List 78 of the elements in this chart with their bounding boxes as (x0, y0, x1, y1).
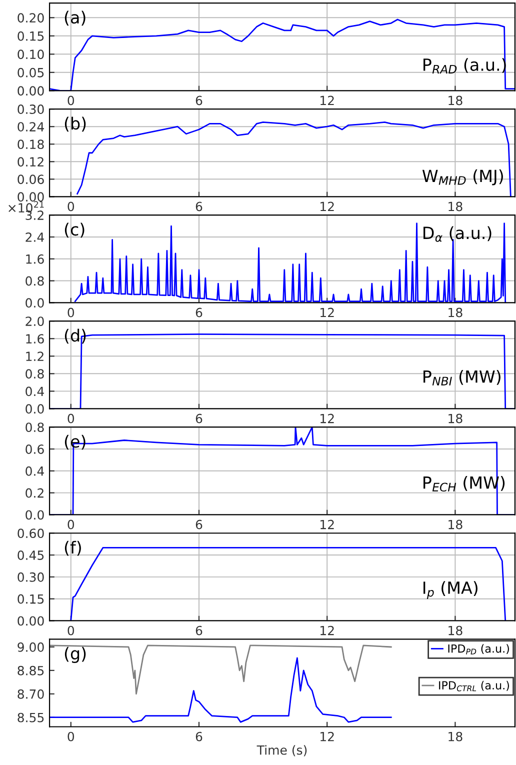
x-tick-label: 12 (320, 626, 334, 636)
y-tick-label: 0.8 (26, 422, 44, 432)
y-tick-label: 2.4 (26, 232, 44, 242)
x-tick-label: 12 (320, 202, 334, 212)
x-tick-label: 6 (196, 96, 202, 106)
y-tick-label: 2.0 (26, 316, 44, 326)
y-tick-label: 0.24 (18, 122, 44, 132)
annotation: (b) (64, 116, 86, 132)
legend-label: IPD$_{CTRL}$ (a.u.) (439, 680, 509, 692)
x-tick-label: 12 (320, 96, 334, 106)
y-tick-label: 0.00 (18, 616, 44, 626)
y-tick-label: 0.6 (26, 444, 44, 454)
x-tick-label: 6 (196, 202, 202, 212)
y-tick-label: 1.6 (26, 334, 44, 344)
x-tick-label: 6 (196, 414, 202, 424)
x-tick-label: 6 (196, 308, 202, 318)
x-tick-label: 12 (320, 520, 334, 530)
y-tick-label: 0.0 (26, 298, 44, 308)
y-tick-label: 0.0 (26, 404, 44, 414)
y-tick-label: 0.8 (26, 276, 44, 286)
y-tick-label: 0.05 (18, 68, 44, 78)
x-tick-label: 0 (68, 414, 74, 424)
x-tick-label: 18 (448, 96, 462, 106)
y-tick-label: 3.2 (26, 210, 44, 220)
y-tick-label: 0.12 (18, 157, 44, 167)
x-tick-label: 12 (320, 732, 334, 742)
x-tick-label: 18 (448, 414, 462, 424)
x-tick-label: 0 (68, 96, 74, 106)
y-tick-label: 8.85 (18, 666, 44, 676)
y-tick-label: 0.15 (18, 31, 44, 41)
y-tick-label: 9.00 (18, 642, 44, 652)
y-tick-label: 0.2 (26, 488, 44, 498)
y-tick-label: 0.10 (18, 50, 44, 60)
annotation: (g) (64, 646, 86, 663)
x-tick-label: 12 (320, 414, 334, 424)
y-tick-label: 0.00 (18, 192, 44, 202)
annotation: (c) (64, 222, 84, 238)
y-tick-label: 0.4 (26, 386, 44, 396)
y-tick-label: 0.4 (26, 466, 44, 476)
annotation: D$_{α}$ (a.u.) (424, 226, 492, 242)
y-tick-label: 8.70 (18, 689, 44, 699)
y-tick-label: 0.20 (18, 13, 44, 23)
legend-label: IPD$_{PD}$ (a.u.) (448, 644, 509, 654)
x-tick-label: 18 (448, 308, 462, 318)
annotation: P$_{NBI}$ (MW) (424, 370, 500, 386)
x-tick-label: 0 (68, 308, 74, 318)
x-tick-label: 18 (448, 520, 462, 530)
x-tick-label: 18 (448, 626, 462, 636)
annotation: I$_{p}$ (MA) (424, 581, 478, 599)
x-tick-label: 18 (448, 732, 462, 742)
y-tick-label: 8.55 (18, 712, 44, 722)
y-tick-label: 0.00 (18, 86, 44, 96)
x-tick-label: 0 (68, 520, 74, 530)
x-tick-label: 18 (448, 202, 462, 212)
y-tick-label: 0.18 (18, 140, 44, 150)
y-tick-label: 0.30 (18, 104, 44, 114)
x-tick-label: 6 (196, 520, 202, 530)
annotation: (d) (64, 328, 86, 344)
x-tick-label: 0 (68, 202, 74, 212)
y-tick-label: 1.6 (26, 254, 44, 264)
x-tick-label: 0 (68, 732, 74, 742)
y-tick-label: 0.0 (26, 510, 44, 520)
x-tick-label: 12 (320, 308, 334, 318)
annotation: (a) (64, 10, 86, 26)
x-axis-title: Time (s) (256, 745, 307, 756)
y-tick-label: 0.15 (18, 594, 44, 604)
annotation: W$_{MHD}$ (MJ) (422, 169, 503, 186)
y-tick-label: 0.60 (18, 528, 44, 538)
y-tick-label: 0.06 (18, 174, 44, 184)
y-tick-label: 0.30 (18, 572, 44, 582)
annotation: (f) (64, 540, 81, 556)
y-tick-label: 0.8 (26, 369, 44, 379)
x-tick-label: 0 (68, 626, 74, 636)
y-tick-label: 1.2 (26, 352, 44, 361)
line-series (50, 644, 392, 695)
y-tick-label: 0.45 (18, 550, 44, 560)
x-tick-label: 6 (196, 626, 202, 636)
x-tick-label: 6 (196, 732, 202, 742)
